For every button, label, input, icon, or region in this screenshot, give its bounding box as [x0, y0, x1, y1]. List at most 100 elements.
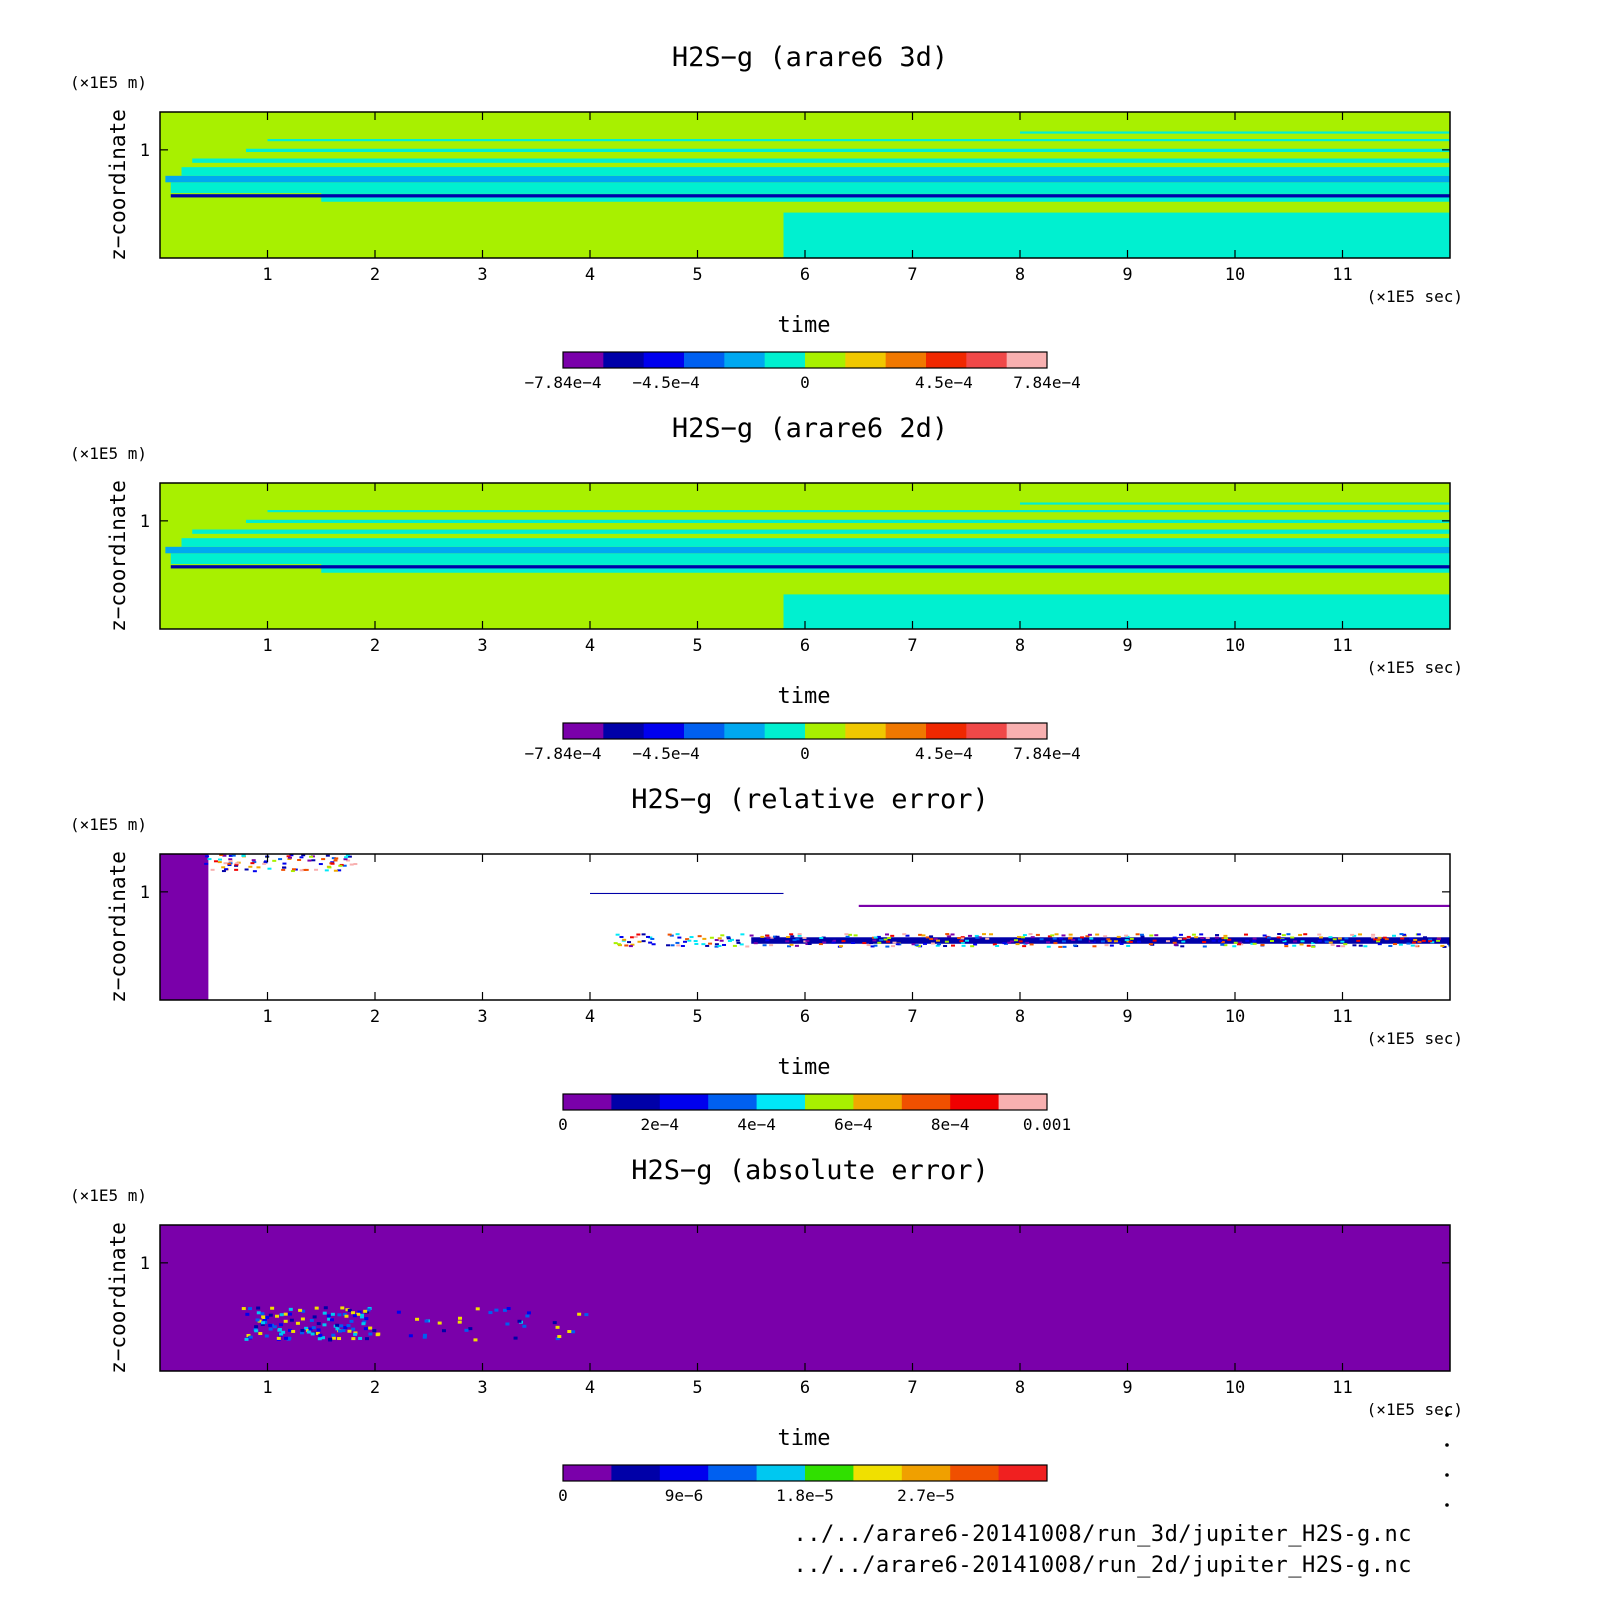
heatmap-speckle [228, 854, 233, 857]
heatmap-speckle [1428, 940, 1433, 943]
heatmap-speckle [914, 944, 919, 947]
heatmap-speckle [1198, 938, 1203, 941]
heatmap-speckle [281, 1330, 286, 1334]
heatmap-speckle [1135, 933, 1140, 936]
heatmap-speckle [555, 1337, 560, 1341]
heatmap-band [181, 167, 1450, 176]
heatmap-speckle [315, 1331, 320, 1335]
heatmap-speckle [717, 937, 722, 940]
heatmap-speckle [344, 1314, 349, 1318]
heatmap-speckle [1140, 935, 1145, 938]
colorbar-segment [966, 352, 1008, 368]
colorbar-tick-label: 2.7e−5 [897, 1486, 955, 1505]
heatmap-speckle [1423, 936, 1428, 939]
heatmap-speckle [1061, 934, 1066, 937]
marker-dot [1445, 1503, 1449, 1507]
heatmap-speckle [1173, 943, 1178, 946]
heatmap-speckle [667, 933, 672, 936]
heatmap-speckle [306, 1330, 311, 1334]
heatmap-band [1020, 502, 1450, 505]
heatmap-background [160, 1225, 1450, 1371]
heatmap-speckle [331, 1336, 336, 1340]
heatmap-speckle [340, 1306, 345, 1310]
heatmap-speckle [911, 943, 916, 946]
heatmap-speckle [375, 1333, 380, 1337]
heatmap-speckle [687, 939, 692, 942]
heatmap-speckle [739, 943, 744, 946]
heatmap-speckle [327, 1317, 332, 1321]
heatmap-speckle [1440, 944, 1445, 947]
heatmap-speckle [287, 858, 292, 861]
heatmap-speckle [1046, 945, 1051, 948]
heatmap-speckle [929, 938, 934, 941]
heatmap-speckle [977, 936, 982, 939]
colorbar-frame [562, 351, 1048, 369]
heatmap-speckle [613, 942, 618, 945]
heatmap-speckle [326, 1314, 331, 1318]
heatmap-speckle [1286, 933, 1291, 936]
heatmap-speckle [641, 933, 646, 936]
x-tick-label: 3 [477, 265, 487, 285]
heatmap-speckle [1236, 943, 1241, 946]
heatmap-speckle [1202, 945, 1207, 948]
footer-file-path-2d: ../../arare6-20141008/run_2d/jupiter_H2S… [793, 1553, 1412, 1578]
heatmap-speckle [787, 945, 792, 948]
y-axis-unit: (×1E5 m) [70, 1186, 147, 1205]
heatmap-speckle [1085, 935, 1090, 938]
heatmap-speckle [1337, 937, 1342, 940]
heatmap-speckle [372, 1329, 377, 1333]
heatmap-speckle [1180, 945, 1185, 948]
heatmap-speckle [676, 944, 681, 947]
heatmap-speckle [1149, 934, 1154, 937]
x-tick-label: 7 [907, 265, 917, 285]
heatmap-speckle [352, 1314, 357, 1318]
heatmap-speckle [877, 941, 882, 944]
heatmap-speckle [1393, 943, 1398, 946]
heatmap-speckle [1430, 941, 1435, 944]
colorbar-tick-label: 0 [800, 744, 810, 763]
heatmap-speckle [349, 1319, 354, 1323]
heatmap-speckle [364, 1317, 369, 1321]
heatmap-speckle [263, 1320, 268, 1324]
colorbar-tick-label: 4e−4 [737, 1115, 776, 1134]
heatmap-speckle [365, 1337, 370, 1341]
heatmap-speckle [228, 858, 233, 861]
colorbar-frame [562, 1464, 1048, 1482]
heatmap-speckle [331, 1333, 336, 1337]
heatmap-speckle [951, 944, 956, 947]
heatmap-speckle [325, 854, 330, 857]
heatmap-band [170, 182, 1450, 194]
x-axis-unit: (×1E5 sec) [1367, 287, 1463, 306]
heatmap-speckle [615, 933, 620, 936]
heatmap-speckle [252, 870, 257, 873]
heatmap-speckle [343, 858, 348, 861]
heatmap-speckle [1119, 942, 1124, 945]
y-axis-label: z−coordinate [106, 1222, 130, 1374]
heatmap-speckle [234, 868, 239, 871]
heatmap-speckle [252, 861, 257, 864]
heatmap-speckle [1400, 937, 1405, 940]
heatmap-speckle [300, 1331, 305, 1335]
colorbar-segment [659, 1465, 709, 1481]
heatmap-speckle [1377, 936, 1382, 939]
heatmap-speckle [693, 940, 698, 943]
heatmap-speckle [714, 939, 719, 942]
colorbar-segment [845, 352, 887, 368]
heatmap-speckle [873, 944, 878, 947]
x-tick-label: 10 [1225, 636, 1245, 656]
heatmap-speckle [207, 858, 212, 861]
heatmap-speckle [311, 859, 316, 862]
heatmap-speckle [892, 941, 897, 944]
heatmap-speckle [1139, 933, 1144, 936]
heatmap-speckle [279, 1313, 284, 1317]
heatmap-band [858, 904, 1450, 907]
heatmap-speckle [617, 943, 622, 946]
heatmap-speckle [736, 941, 741, 944]
heatmap-speckle [1232, 945, 1237, 948]
x-tick-label: 4 [585, 265, 595, 285]
heatmap-speckle [1062, 945, 1067, 948]
heatmap-speckle [316, 1328, 321, 1332]
heatmap-speckle [1233, 937, 1238, 940]
heatmap-speckle [1299, 943, 1304, 946]
colorbar-segment [901, 1465, 951, 1481]
